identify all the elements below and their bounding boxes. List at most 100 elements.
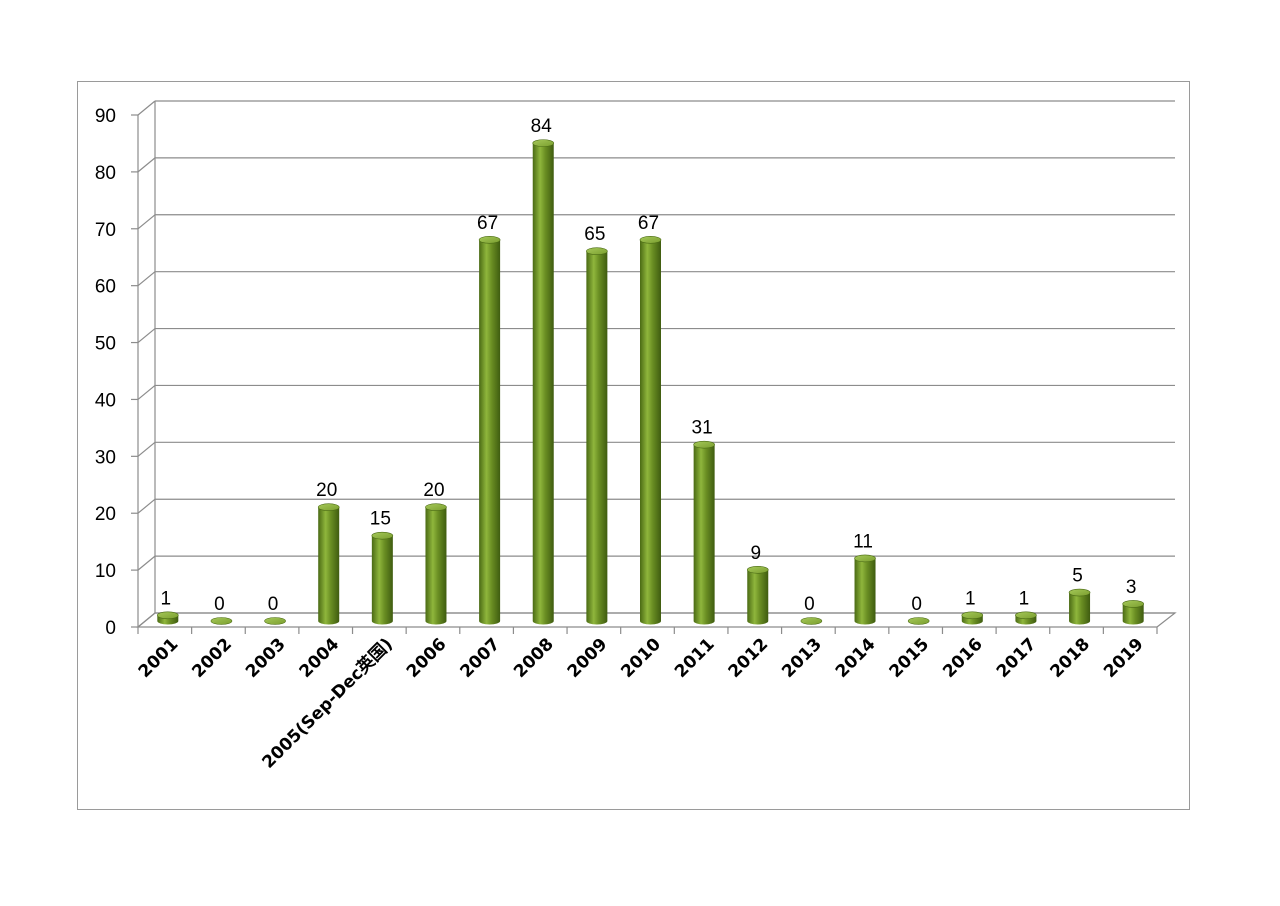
data-label: 9 [750, 543, 761, 564]
x-tick-label: 2001 [135, 634, 183, 682]
chart-frame [77, 81, 1190, 810]
y-tick-label: 50 [95, 334, 116, 355]
bar-body [371, 535, 393, 625]
bar-body [425, 507, 447, 625]
bar [1068, 588, 1091, 625]
bar-top [693, 440, 715, 449]
x-tick-label: 2017 [993, 634, 1041, 682]
bar-top [1068, 588, 1091, 597]
bar-top [264, 617, 286, 625]
bar-top [210, 617, 233, 625]
data-label: 67 [477, 213, 498, 234]
bar [907, 617, 930, 625]
bar [478, 236, 501, 625]
bar-top [746, 565, 769, 574]
data-label: 1 [161, 588, 172, 609]
bar-top [157, 611, 179, 620]
bar [425, 503, 447, 625]
y-tick-label: 20 [95, 504, 116, 525]
x-tick-label: 2006 [403, 634, 451, 682]
y-tick-label: 70 [95, 220, 116, 241]
floor [136, 612, 1177, 628]
bar-body [318, 507, 340, 625]
bar-top [907, 617, 930, 625]
y-tick-label: 40 [95, 390, 116, 411]
x-tick-label: 2013 [778, 634, 826, 682]
bar [854, 554, 876, 625]
data-label: 0 [911, 594, 922, 615]
bar-body [532, 143, 554, 625]
bar-top [639, 236, 662, 244]
bar-body [1069, 592, 1091, 625]
data-label: 31 [692, 418, 713, 439]
y-axis-ticks: 0 10 20 30 40 50 60 70 80 90 [95, 106, 138, 639]
bar [210, 617, 233, 625]
x-tick-label: 2018 [1046, 634, 1094, 682]
x-tick-label: 2019 [1100, 634, 1148, 682]
data-label: 1 [1019, 588, 1030, 609]
x-tick-label: 2007 [457, 634, 505, 682]
x-tick-label: 2004 [296, 634, 344, 682]
data-label: 15 [370, 509, 391, 530]
data-label: 67 [638, 213, 659, 234]
gridline-side [137, 271, 156, 287]
bars [157, 139, 1144, 625]
bar [1015, 611, 1037, 625]
bar-top [854, 554, 876, 563]
y-tick-label: 90 [95, 106, 116, 127]
y-tick-label: 0 [105, 618, 116, 639]
bar [371, 531, 394, 625]
bar-top [1015, 611, 1037, 620]
bar-body [747, 569, 769, 625]
bar-top [961, 611, 984, 620]
data-label: 11 [853, 531, 873, 552]
gridline-side [137, 555, 156, 571]
data-label: 3 [1126, 577, 1137, 598]
bar [693, 440, 715, 625]
gridline-side [137, 214, 156, 230]
gridline-side [137, 384, 156, 400]
x-tick-label: 2009 [564, 634, 612, 682]
y-tick-label: 60 [95, 277, 116, 298]
bar-top [371, 531, 394, 540]
data-label: 0 [214, 594, 225, 615]
x-tick-label: 2003 [242, 634, 290, 682]
bar [746, 565, 769, 625]
bar [639, 236, 662, 625]
bar-top [800, 617, 823, 625]
bar [1122, 600, 1144, 625]
bar-top [478, 236, 501, 244]
gridline-side [137, 328, 156, 344]
bar-body [640, 239, 661, 625]
bar [264, 617, 286, 625]
bar [317, 503, 340, 625]
data-label: 0 [804, 594, 815, 615]
y-tick-label: 80 [95, 163, 116, 184]
bar-body [586, 251, 608, 625]
data-label: 20 [423, 480, 444, 501]
data-label: 1 [965, 588, 976, 609]
gridline-side [137, 498, 156, 514]
x-tick-label: 2002 [188, 634, 236, 682]
bar [157, 611, 179, 625]
data-label: 20 [316, 480, 337, 501]
x-tick-label: 2012 [725, 634, 773, 682]
bar-body [693, 444, 715, 625]
x-tick-label: 2016 [939, 634, 987, 682]
x-tick-label: 2010 [617, 634, 665, 682]
x-tick-label: 2008 [510, 634, 558, 682]
bar-body [1122, 603, 1144, 625]
bar-top [586, 247, 608, 256]
bar-top [317, 503, 340, 512]
gridline-side [137, 100, 156, 116]
bar-top [532, 139, 555, 147]
data-label: 65 [584, 224, 605, 245]
axes [136, 101, 1177, 628]
data-label: 5 [1072, 566, 1083, 587]
data-label: 0 [268, 594, 279, 615]
bar [800, 617, 823, 625]
x-tick-label: 2014 [832, 634, 880, 682]
